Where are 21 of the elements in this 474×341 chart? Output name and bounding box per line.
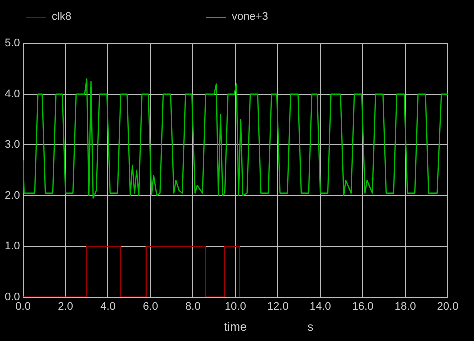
x-tick-label: 8.0: [186, 301, 201, 314]
legend-label: vone+3: [232, 11, 268, 23]
x-tick-label: 10.0: [224, 301, 246, 314]
x-axis-title: time: [224, 320, 248, 334]
x-tick-label: 12.0: [267, 301, 289, 314]
y-tick-label: 5.0: [4, 38, 20, 50]
x-tick-label: 0.0: [16, 301, 31, 314]
y-tick-label: 2.0: [4, 190, 20, 202]
x-tick-label: 4.0: [100, 301, 116, 314]
y-tick-label: 4.0: [4, 88, 20, 100]
x-tick-label: 2.0: [58, 301, 74, 314]
text: s: [308, 320, 314, 334]
legend-label: clk8: [52, 11, 72, 23]
x-tick-label: 18.0: [394, 301, 416, 314]
x-tick-label: 14.0: [310, 301, 332, 314]
y-tick-label: 3.0: [4, 139, 20, 152]
x-tick-label: 16.0: [352, 301, 374, 314]
y-tick-label: 0.0: [4, 291, 20, 304]
x-tick-label: 20.0: [437, 301, 459, 314]
x-tick-label: 6.0: [143, 301, 158, 314]
y-tick-label: 1.0: [4, 240, 20, 253]
